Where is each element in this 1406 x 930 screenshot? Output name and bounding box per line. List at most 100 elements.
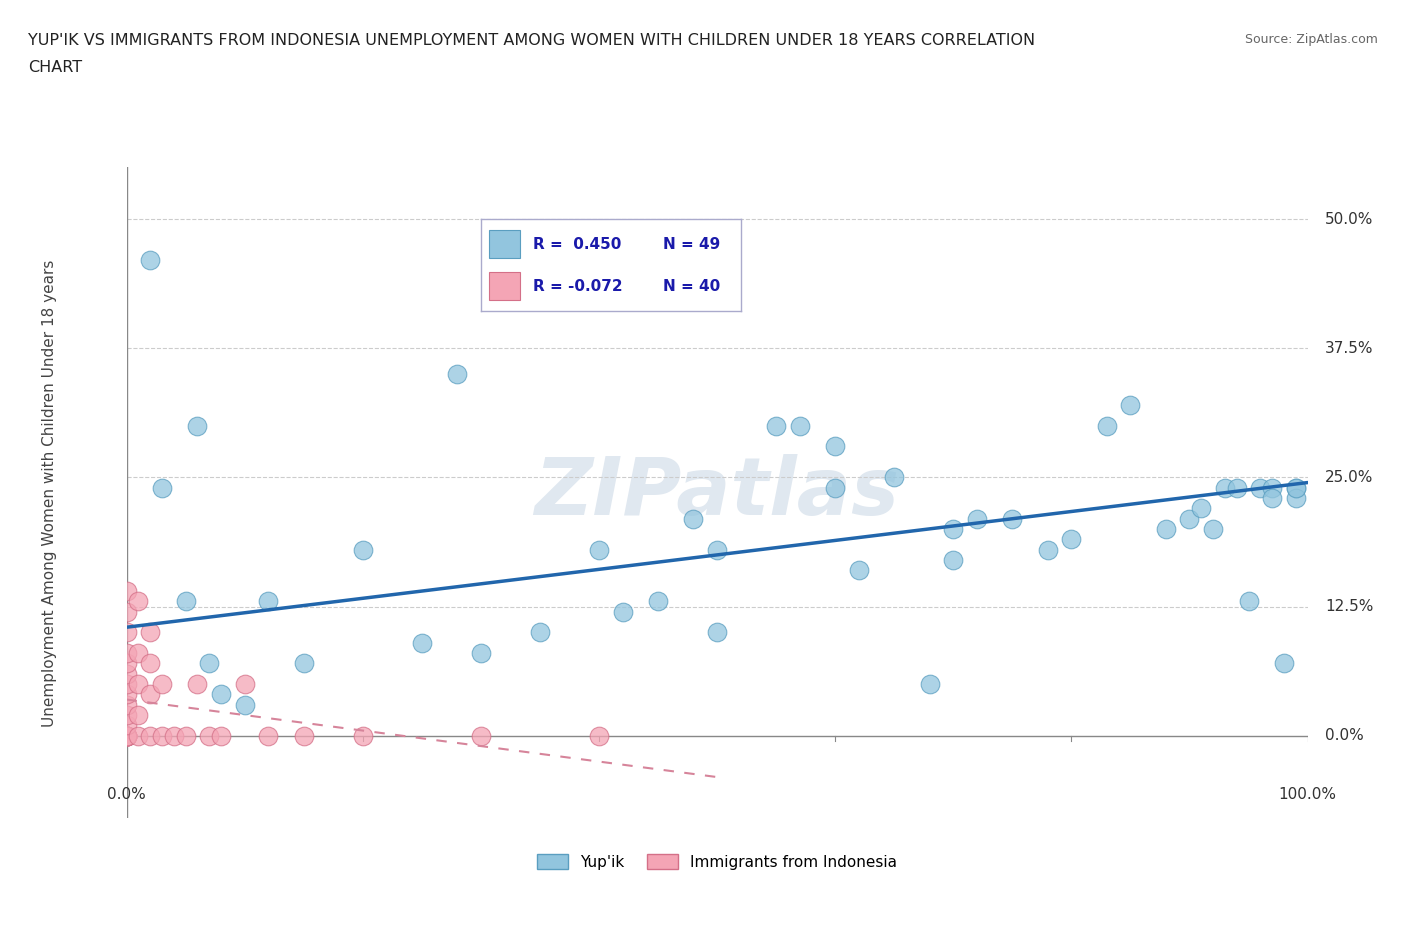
Point (1226, 480, 1249, 495)
Point (115, 666, 138, 681)
Text: 0.0%: 0.0% (107, 788, 146, 803)
Point (174, 594, 197, 609)
Point (1261, 480, 1284, 495)
Point (233, 698, 256, 712)
Point (789, 418, 811, 433)
Point (198, 656, 221, 671)
Text: 37.5%: 37.5% (1326, 340, 1374, 356)
Point (1237, 594, 1260, 609)
Point (150, 728, 173, 743)
Point (127, 708, 149, 723)
Text: R = -0.072: R = -0.072 (533, 278, 623, 294)
Point (139, 656, 162, 671)
Point (918, 677, 941, 692)
Point (115, 677, 138, 692)
Point (292, 728, 315, 743)
Text: R =  0.450: R = 0.450 (533, 236, 621, 252)
Point (150, 480, 173, 495)
Point (127, 645, 149, 660)
Point (115, 728, 138, 743)
Point (848, 563, 870, 578)
Point (115, 718, 138, 733)
Point (588, 542, 610, 557)
Point (115, 687, 138, 702)
Text: 12.5%: 12.5% (1326, 599, 1374, 614)
Point (529, 625, 551, 640)
Point (139, 687, 162, 702)
Point (115, 584, 138, 599)
Point (706, 542, 728, 557)
Point (765, 418, 787, 433)
Text: N = 40: N = 40 (662, 278, 720, 294)
Point (1285, 491, 1308, 506)
Point (115, 728, 138, 743)
Text: 25.0%: 25.0% (1326, 470, 1374, 485)
Point (115, 728, 138, 743)
Point (706, 625, 728, 640)
Text: 0.0%: 0.0% (1326, 728, 1364, 743)
Point (127, 728, 149, 743)
Point (1213, 480, 1236, 495)
Point (883, 470, 905, 485)
Point (139, 728, 162, 743)
Point (127, 677, 149, 692)
Point (1285, 480, 1308, 495)
Text: 50.0%: 50.0% (1326, 211, 1374, 227)
Point (115, 728, 138, 743)
Point (352, 728, 374, 743)
Point (1261, 491, 1284, 506)
Point (127, 594, 149, 609)
Point (115, 708, 138, 723)
Point (1202, 522, 1225, 537)
FancyBboxPatch shape (489, 272, 520, 299)
Text: CHART: CHART (28, 60, 82, 75)
Point (612, 604, 634, 619)
Point (198, 728, 221, 743)
Point (115, 728, 138, 743)
Text: 100.0%: 100.0% (1278, 788, 1337, 803)
Point (186, 677, 208, 692)
Point (446, 366, 468, 381)
Point (824, 439, 846, 454)
Point (411, 635, 433, 650)
Point (115, 604, 138, 619)
Point (1036, 542, 1059, 557)
Point (1095, 418, 1118, 433)
Point (942, 552, 965, 567)
Text: Source: ZipAtlas.com: Source: ZipAtlas.com (1244, 33, 1378, 46)
Point (163, 728, 186, 743)
Legend: Yup'ik, Immigrants from Indonesia: Yup'ik, Immigrants from Indonesia (531, 847, 903, 876)
Text: YUP'IK VS IMMIGRANTS FROM INDONESIA UNEMPLOYMENT AMONG WOMEN WITH CHILDREN UNDER: YUP'IK VS IMMIGRANTS FROM INDONESIA UNEM… (28, 33, 1035, 47)
Point (1154, 522, 1177, 537)
Point (257, 728, 280, 743)
Point (1285, 480, 1308, 495)
Point (942, 522, 965, 537)
Point (1249, 480, 1271, 495)
Point (292, 656, 315, 671)
Point (115, 728, 138, 743)
Point (1178, 512, 1201, 526)
Text: Unemployment Among Women with Children Under 18 years: Unemployment Among Women with Children U… (42, 259, 58, 726)
Point (588, 728, 610, 743)
Point (352, 542, 374, 557)
Point (966, 512, 988, 526)
Point (115, 645, 138, 660)
Point (233, 677, 256, 692)
Point (1060, 532, 1083, 547)
Point (209, 728, 232, 743)
Point (682, 512, 704, 526)
Point (647, 594, 669, 609)
Point (1189, 501, 1212, 516)
Point (824, 480, 846, 495)
Point (139, 253, 162, 268)
Point (186, 418, 208, 433)
Point (470, 645, 492, 660)
Point (174, 728, 197, 743)
Point (257, 594, 280, 609)
Point (115, 698, 138, 712)
Point (139, 625, 162, 640)
Text: ZIPatlas: ZIPatlas (534, 454, 900, 532)
Point (1001, 512, 1024, 526)
Point (150, 677, 173, 692)
Point (1272, 656, 1295, 671)
